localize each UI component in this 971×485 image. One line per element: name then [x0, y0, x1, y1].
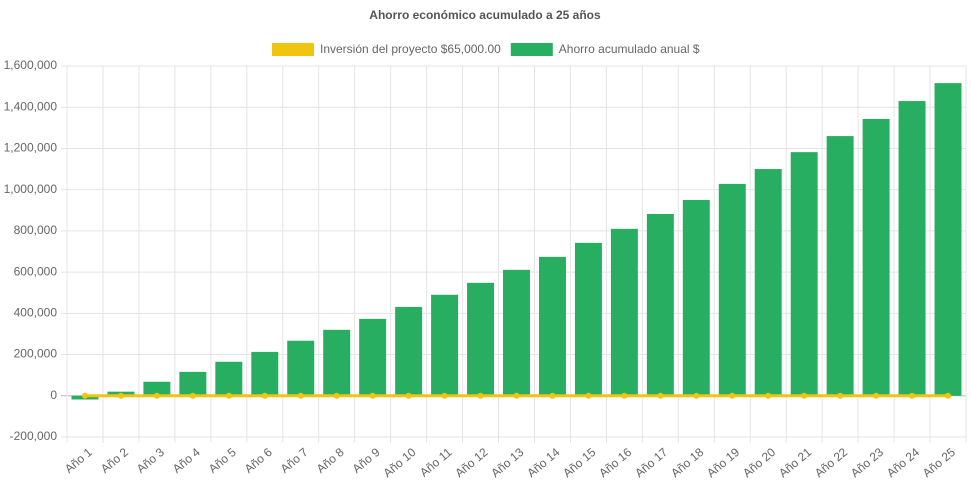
- point: [81, 392, 88, 399]
- bar: [467, 282, 495, 396]
- point: [873, 392, 880, 399]
- bar: [143, 381, 171, 396]
- legend-label: Inversión del proyecto $65,000.00: [320, 42, 501, 56]
- legend-label: Ahorro acumulado anual $: [559, 42, 700, 56]
- x-tick-label: Año 22: [812, 445, 850, 480]
- bar: [826, 136, 854, 396]
- point: [657, 392, 664, 399]
- x-tick-label: Año 8: [314, 445, 347, 476]
- x-tick-label: Año 9: [350, 445, 383, 476]
- point: [513, 392, 520, 399]
- bar: [179, 371, 207, 396]
- bar: [646, 213, 674, 396]
- bar: [323, 329, 351, 396]
- x-tick-label: Año 1: [62, 445, 95, 476]
- x-tick-label: Año 13: [488, 445, 526, 480]
- point: [189, 392, 196, 399]
- point: [909, 392, 916, 399]
- point: [297, 392, 304, 399]
- y-tick-label: 1,000,000: [4, 182, 58, 196]
- bar: [287, 340, 315, 396]
- bar: [574, 242, 602, 396]
- bar: [503, 269, 530, 396]
- bar: [610, 228, 638, 396]
- x-tick-label: Año 16: [596, 445, 634, 480]
- point: [945, 392, 952, 399]
- x-tick-label: Año 2: [98, 445, 131, 476]
- y-tick-label: 800,000: [14, 223, 58, 237]
- legend: Inversión del proyecto $65,000.00 Ahorro …: [272, 42, 700, 56]
- point: [477, 392, 484, 399]
- y-tick-label: 200,000: [14, 347, 58, 361]
- legend-swatch: [272, 43, 314, 56]
- x-tick-label: Año 11: [417, 445, 455, 480]
- point: [369, 392, 376, 399]
- x-tick-label: Año 21: [776, 445, 814, 480]
- x-tick-label: Año 15: [560, 445, 598, 480]
- y-tick-label: 600,000: [14, 264, 58, 278]
- point: [333, 392, 340, 399]
- x-tick-label: Año 24: [884, 445, 922, 480]
- bar: [790, 152, 818, 396]
- x-tick-label: Año 20: [740, 445, 778, 480]
- bar: [754, 169, 782, 396]
- legend-swatch: [510, 43, 553, 56]
- point: [549, 392, 556, 399]
- bar: [898, 101, 926, 396]
- x-tick-label: Año 3: [134, 445, 167, 476]
- x-tick-label: Año 25: [920, 445, 958, 480]
- bar: [359, 318, 387, 396]
- x-tick-label: Año 6: [242, 445, 275, 476]
- x-tick-label: Año 5: [206, 445, 239, 476]
- y-tick-label: 0: [50, 388, 57, 402]
- bar: [934, 83, 962, 396]
- x-tick-label: Año 7: [278, 445, 311, 476]
- point: [261, 392, 268, 399]
- point: [585, 392, 592, 399]
- point: [693, 392, 700, 399]
- point: [441, 392, 448, 399]
- x-tick-label: Año 10: [380, 445, 418, 480]
- y-tick-label: 400,000: [14, 306, 58, 320]
- y-tick-label: 1,600,000: [4, 58, 58, 72]
- point: [621, 392, 628, 399]
- y-tick-label: 1,400,000: [4, 99, 58, 113]
- point: [801, 392, 808, 399]
- bar: [215, 361, 243, 396]
- point: [837, 392, 844, 399]
- x-tick-label: Año 17: [632, 445, 670, 480]
- bar: [395, 306, 423, 396]
- bar: [431, 294, 459, 396]
- chart-title: Ahorro económico acumulado a 25 años: [369, 8, 601, 22]
- point: [405, 392, 412, 399]
- x-tick-label: Año 4: [170, 445, 203, 476]
- point: [765, 392, 772, 399]
- point: [729, 392, 736, 399]
- bar: [862, 118, 890, 396]
- x-tick-label: Año 14: [524, 445, 562, 480]
- x-tick-label: Año 19: [704, 445, 742, 480]
- point: [225, 392, 232, 399]
- point: [153, 392, 160, 399]
- point: [117, 392, 124, 399]
- bar: [251, 351, 279, 396]
- y-tick-label: -200,000: [10, 429, 58, 443]
- bar: [538, 256, 566, 396]
- bar: [682, 199, 710, 396]
- x-tick-label: Año 12: [452, 445, 490, 480]
- bar: [718, 183, 746, 396]
- x-tick-label: Año 23: [848, 445, 886, 480]
- x-tick-label: Año 18: [668, 445, 706, 480]
- y-tick-label: 1,200,000: [4, 141, 58, 155]
